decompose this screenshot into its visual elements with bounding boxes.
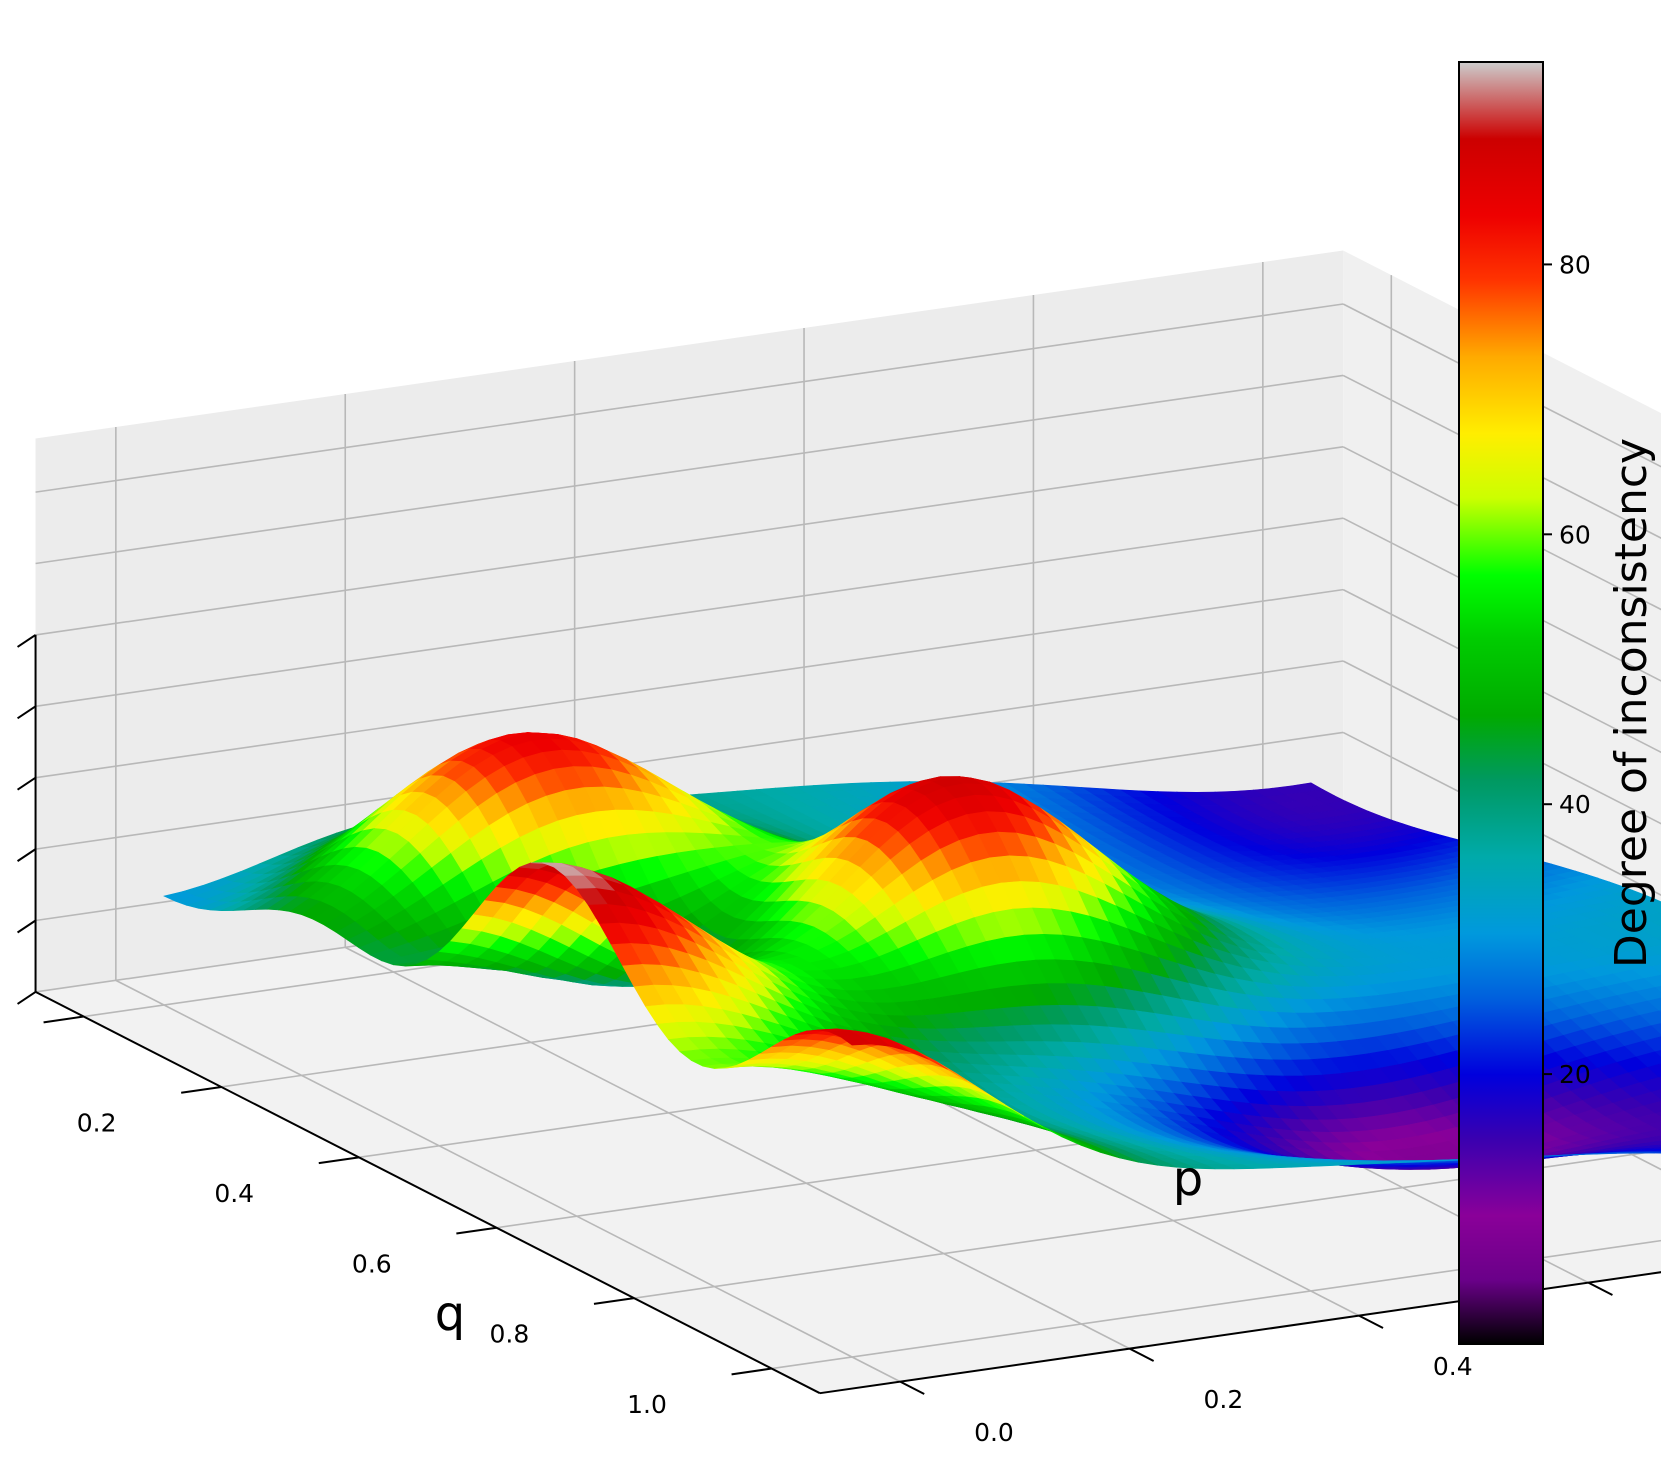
surface-facet (839, 1035, 872, 1046)
colorbar: 20 40 60 80 Degree of inconsistency (1458, 61, 1657, 1345)
wall-grid-z (35, 374, 1344, 565)
x-axis-label: p (1173, 1151, 1203, 1207)
colorbar-tick-label: 80 (1559, 250, 1591, 279)
p-tick-mark (1587, 1281, 1613, 1296)
z-tick-mark (16, 705, 37, 720)
q-tick-mark (456, 1226, 497, 1235)
z-tick-mark (16, 848, 37, 862)
surface-facet (1654, 1111, 1661, 1118)
z-tick-mark (16, 991, 37, 1005)
y-axis-label: q (435, 1286, 465, 1342)
wall-grid-z (35, 517, 1344, 708)
colorbar-tick-label: 60 (1559, 520, 1591, 549)
surface-mesh (163, 732, 1661, 1170)
p-tick-label: 0.4 (1433, 1352, 1473, 1381)
q-tick-label: 0.6 (352, 1249, 392, 1278)
axis-ticks: 0.00.20.40.60.81.00.00.20.40.60.81.00204… (16, 634, 1613, 1447)
colorbar-tick-label: 40 (1559, 790, 1591, 819)
q-tick-mark (181, 1085, 222, 1094)
colorbar-gradient (1458, 61, 1544, 1345)
p-tick-mark (1358, 1314, 1384, 1329)
floor-grid-q (771, 1239, 1661, 1370)
q-tick-mark (43, 1015, 84, 1024)
wall-grid-z (35, 588, 1344, 779)
q-axis-line (35, 991, 821, 1395)
q-tick-mark (593, 1297, 635, 1305)
q-tick-label: 0.8 (490, 1320, 530, 1349)
p-tick-label: 0.2 (1203, 1385, 1243, 1414)
z-tick-mark (16, 776, 37, 791)
q-tick-mark (731, 1367, 772, 1376)
z-tick-mark (16, 919, 37, 934)
z-tick-mark (16, 634, 37, 648)
wall-grid-z (35, 303, 1344, 493)
q-tick-label: 1.0 (627, 1390, 667, 1419)
q-tick-mark (318, 1156, 360, 1165)
p-tick-mark (1129, 1347, 1155, 1362)
p-tick-label: 0.0 (974, 1418, 1014, 1447)
p-tick-mark (899, 1380, 925, 1395)
q-tick-label: 0.2 (77, 1108, 117, 1137)
floor-grid-p (115, 979, 901, 1383)
wall-grid-z (35, 660, 1344, 850)
q-tick-label: 0.4 (214, 1179, 254, 1208)
colorbar-ticks: 20 40 60 80 (1543, 250, 1591, 1089)
colorbar-tick-label: 20 (1559, 1060, 1591, 1089)
colorbar-label: Degree of inconsistency (1606, 438, 1657, 968)
wall-grid-z (35, 446, 1344, 636)
floor-grid-p (344, 946, 1130, 1350)
floor-grid-q (633, 1149, 1661, 1299)
